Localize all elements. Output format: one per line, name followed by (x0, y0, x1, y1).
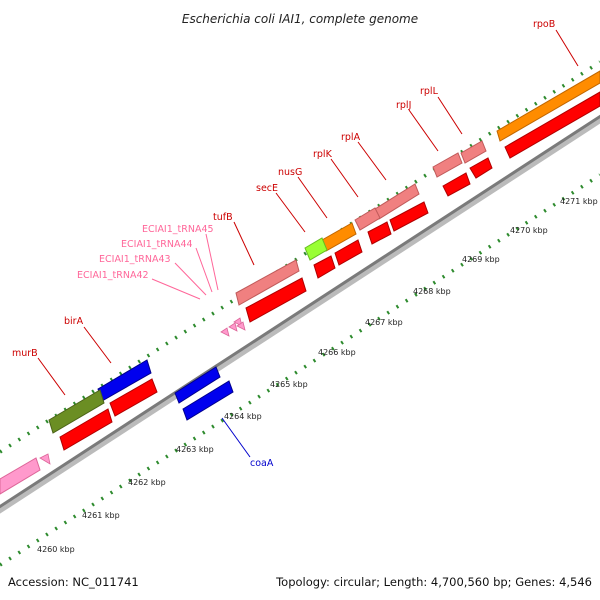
forward-strand-features (48, 70, 600, 434)
gene-label-tufB[interactable]: tufB (213, 212, 233, 223)
label-leaders (37, 29, 579, 458)
kbp-label: 4264 kbp (224, 412, 262, 421)
trna-left-arrow[interactable] (39, 453, 51, 465)
gene-rplL-red[interactable] (469, 157, 493, 179)
gene-label-murB[interactable]: murB (12, 348, 38, 359)
gene-label-rplA[interactable]: rplA (341, 132, 361, 143)
genome-backbone (0, 114, 600, 509)
kbp-label: 4271 kbp (560, 197, 598, 206)
accession-text: Accession: NC_011741 (8, 575, 139, 589)
leader-nusG (297, 176, 328, 219)
gene-label-rpoB[interactable]: rpoB (533, 19, 555, 30)
gene-birA-red[interactable] (109, 378, 158, 417)
leader-secE (275, 192, 306, 233)
kbp-label: 4266 kbp (318, 348, 356, 357)
gene-rpoB-forward[interactable] (496, 70, 600, 142)
gene-label-rplJ[interactable]: rplJ (396, 100, 411, 111)
kbp-label: 4263 kbp (176, 445, 214, 454)
leader-rplA (357, 141, 387, 181)
gene-left-pink[interactable] (0, 457, 41, 495)
gene-label-tRNA43[interactable]: ECIAI1_tRNA43 (99, 254, 171, 265)
gene-secE-red[interactable] (313, 255, 336, 279)
leader-tufB (233, 221, 255, 266)
gene-murB-forward[interactable] (48, 389, 105, 434)
leader-rplK (330, 158, 359, 198)
gene-rplK-red[interactable] (367, 221, 392, 245)
gene-label-coaA[interactable]: coaA (250, 458, 274, 469)
kbp-label: 4260 kbp (37, 545, 75, 554)
leader-coaA (221, 417, 251, 458)
gene-rpoB-red[interactable] (504, 91, 600, 159)
trna-45[interactable] (236, 321, 246, 331)
gene-rplA-red[interactable] (389, 201, 429, 232)
leader-tRNA45 (205, 233, 219, 291)
gene-coaA-lower[interactable] (182, 380, 234, 421)
gene-coaA-upper[interactable] (174, 366, 221, 404)
coaA-features (174, 366, 234, 421)
gene-label-tRNA42[interactable]: ECIAI1_tRNA42 (77, 270, 149, 281)
kbp-label: 4269 kbp (462, 255, 500, 264)
trna-features (39, 317, 246, 465)
gene-rplJ-forward[interactable] (432, 152, 463, 178)
gene-tufB-forward[interactable] (235, 259, 300, 306)
trna-43[interactable] (228, 322, 238, 332)
trna-42[interactable] (220, 327, 230, 337)
gene-rplJ-red[interactable] (442, 172, 471, 197)
gene-label-nusG[interactable]: nusG (278, 167, 302, 178)
gene-murB-red[interactable] (59, 408, 113, 451)
gene-rplL-forward[interactable] (460, 140, 487, 164)
kbp-label: 4270 kbp (510, 226, 548, 235)
gene-label-rplL[interactable]: rplL (420, 86, 439, 97)
genome-summary-text: Topology: circular; Length: 4,700,560 bp… (275, 575, 592, 589)
scale-labels: 4260 kbp 4261 kbp 4262 kbp 4263 kbp 4264… (37, 197, 598, 554)
leader-rpoB (555, 29, 579, 67)
map-title: Escherichia coli IAI1, complete genome (182, 12, 418, 26)
gene-label-tRNA44[interactable]: ECIAI1_tRNA44 (121, 239, 193, 250)
leader-tRNA42 (151, 278, 201, 300)
tick-row-outer (0, 60, 600, 454)
leader-tRNA43 (174, 262, 207, 296)
gene-label-rplK[interactable]: rplK (313, 149, 333, 160)
leader-birA (83, 326, 112, 364)
gene-label-secE[interactable]: secE (256, 183, 278, 194)
gene-nusG-red[interactable] (334, 239, 363, 266)
leader-rplJ (408, 109, 439, 152)
genome-backbone-shadow (0, 115, 600, 514)
leader-tRNA44 (195, 247, 213, 293)
gene-rplK-forward[interactable] (354, 207, 381, 231)
leader-rplL (437, 96, 463, 135)
kbp-label: 4265 kbp (270, 380, 308, 389)
kbp-label: 4267 kbp (365, 318, 403, 327)
gene-label-tRNA45[interactable]: ECIAI1_tRNA45 (142, 224, 214, 235)
gene-labels: rpoB rplL rplJ rplA rplK nusG secE tufB … (12, 19, 555, 469)
red-strand-features (59, 91, 600, 451)
kbp-label: 4261 kbp (82, 511, 120, 520)
kbp-label: 4262 kbp (128, 478, 166, 487)
kbp-label: 4268 kbp (413, 287, 451, 296)
leader-murB (37, 357, 66, 396)
gene-tufB-red[interactable] (245, 277, 307, 323)
gene-label-birA[interactable]: birA (64, 316, 84, 327)
gene-secE-forward[interactable] (304, 237, 328, 261)
